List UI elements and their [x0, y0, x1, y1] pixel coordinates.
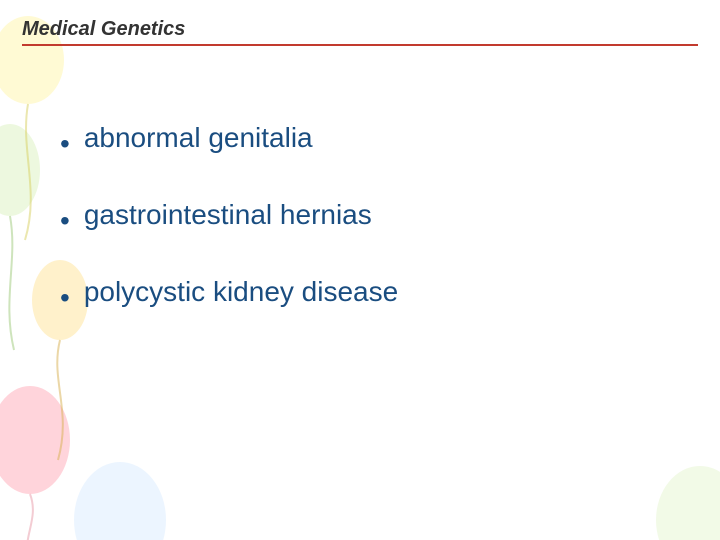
list-item: • polycystic kidney disease — [60, 274, 660, 309]
bullet-dot-icon: • — [60, 284, 70, 312]
bullet-dot-icon: • — [60, 130, 70, 158]
bullet-text: abnormal genitalia — [84, 120, 313, 155]
slide: Medical Genetics • abnormal genitalia • … — [0, 0, 720, 540]
bullet-dot-icon: • — [60, 207, 70, 235]
bullet-list: • abnormal genitalia • gastrointestinal … — [60, 120, 660, 351]
page-title: Medical Genetics — [22, 18, 185, 41]
list-item: • abnormal genitalia — [60, 120, 660, 155]
header-rule — [22, 44, 698, 46]
bullet-text: gastrointestinal hernias — [84, 197, 372, 232]
list-item: • gastrointestinal hernias — [60, 197, 660, 232]
bullet-text: polycystic kidney disease — [84, 274, 398, 309]
